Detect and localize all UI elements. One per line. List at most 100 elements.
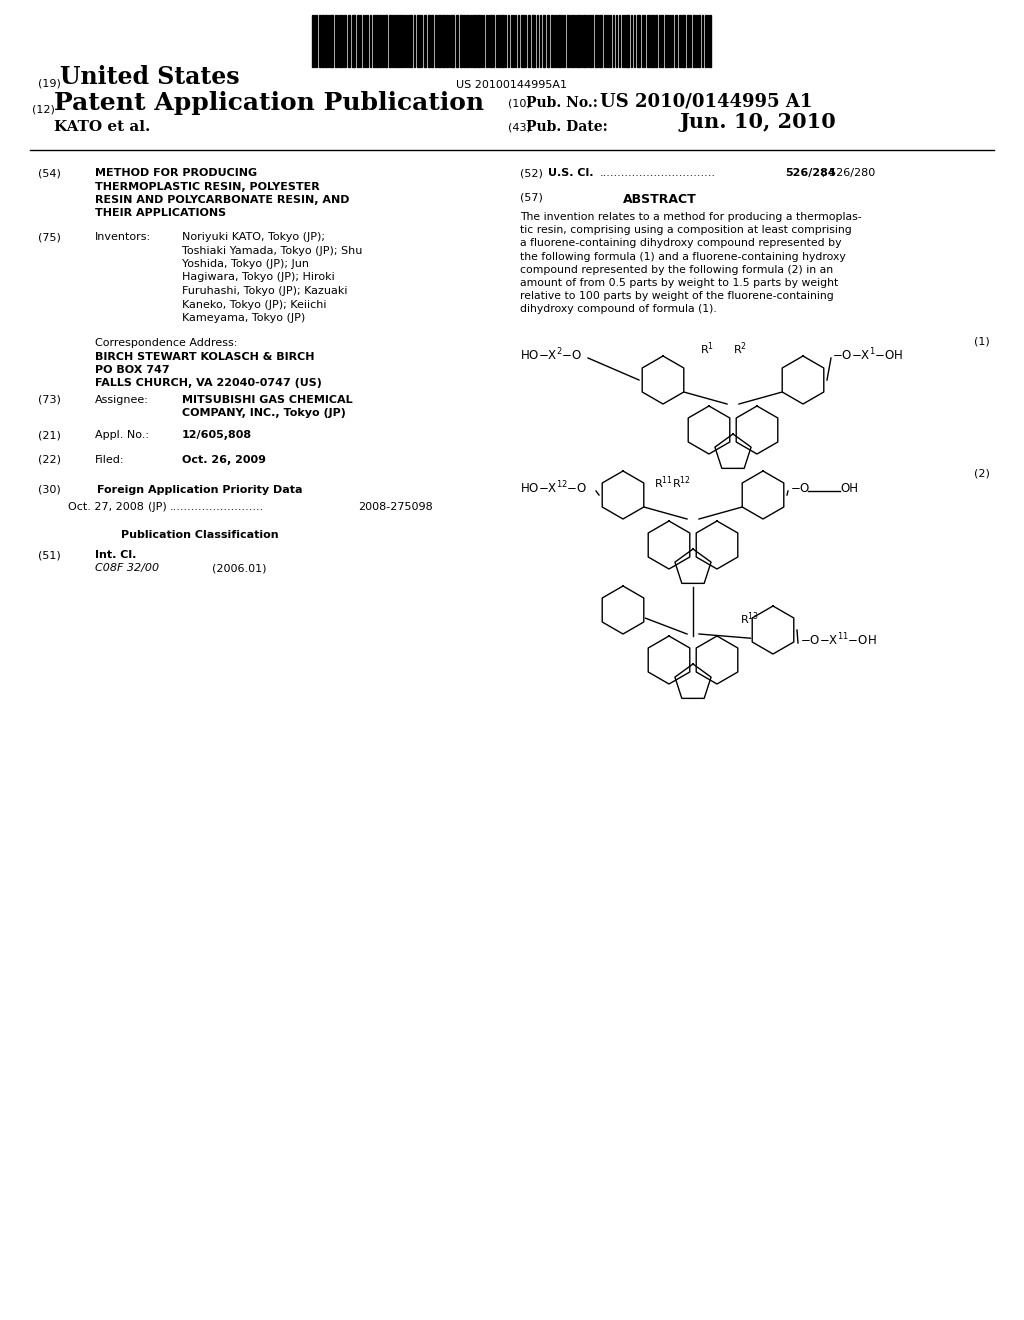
Bar	[558, 15, 561, 67]
Bar	[431, 15, 433, 67]
Text: 2008-275098: 2008-275098	[358, 502, 433, 512]
Bar	[528, 15, 530, 67]
Text: PO BOX 747: PO BOX 747	[95, 366, 170, 375]
Text: Kameyama, Tokyo (JP): Kameyama, Tokyo (JP)	[182, 313, 305, 323]
Text: R$^{13}$: R$^{13}$	[740, 610, 759, 627]
Text: Furuhashi, Tokyo (JP); Kazuaki: Furuhashi, Tokyo (JP); Kazuaki	[182, 286, 347, 296]
Bar	[477, 15, 480, 67]
Text: $-$O$-$X$^1$$-$OH: $-$O$-$X$^1$$-$OH	[831, 347, 903, 363]
Bar	[348, 15, 350, 67]
Text: RESIN AND POLYCARBONATE RESIN, AND: RESIN AND POLYCARBONATE RESIN, AND	[95, 195, 349, 205]
Bar	[325, 15, 327, 67]
Bar	[599, 15, 602, 67]
Text: R$^1$: R$^1$	[700, 341, 714, 356]
Text: Oct. 26, 2009: Oct. 26, 2009	[182, 455, 266, 465]
Bar	[687, 15, 689, 67]
Text: ; 526/280: ; 526/280	[822, 168, 876, 178]
Text: tic resin, comprising using a composition at least comprising: tic resin, comprising using a compositio…	[520, 226, 852, 235]
Text: Noriyuki KATO, Tokyo (JP);: Noriyuki KATO, Tokyo (JP);	[182, 232, 325, 242]
Bar	[567, 15, 569, 67]
Text: Int. Cl.: Int. Cl.	[95, 550, 136, 560]
Text: KATO et al.: KATO et al.	[54, 120, 151, 135]
Text: Patent Application Publication: Patent Application Publication	[54, 91, 484, 115]
Text: C08F 32/00: C08F 32/00	[95, 564, 159, 573]
Text: compound represented by the following formula (2) in an: compound represented by the following fo…	[520, 265, 834, 275]
Text: FALLS CHURCH, VA 22040-0747 (US): FALLS CHURCH, VA 22040-0747 (US)	[95, 379, 322, 388]
Bar	[589, 15, 591, 67]
Bar	[698, 15, 700, 67]
Bar	[626, 15, 629, 67]
Text: BIRCH STEWART KOLASCH & BIRCH: BIRCH STEWART KOLASCH & BIRCH	[95, 351, 314, 362]
Text: Assignee:: Assignee:	[95, 395, 148, 405]
Text: R$^{11}$R$^{12}$: R$^{11}$R$^{12}$	[654, 474, 691, 491]
Bar	[595, 15, 598, 67]
Bar	[679, 15, 681, 67]
Text: MITSUBISHI GAS CHEMICAL: MITSUBISHI GAS CHEMICAL	[182, 395, 352, 405]
Text: U.S. Cl.: U.S. Cl.	[548, 168, 594, 178]
Bar	[352, 15, 355, 67]
Text: (2): (2)	[974, 469, 990, 478]
Bar	[397, 15, 399, 67]
Bar	[409, 15, 412, 67]
Text: United States: United States	[60, 65, 240, 88]
Text: METHOD FOR PRODUCING: METHOD FOR PRODUCING	[95, 168, 257, 178]
Bar	[456, 15, 458, 67]
Text: Inventors:: Inventors:	[95, 232, 152, 242]
Bar	[662, 15, 663, 67]
Text: ................................: ................................	[600, 168, 716, 178]
Bar	[532, 15, 535, 67]
Bar	[583, 15, 586, 67]
Text: R$^2$: R$^2$	[733, 341, 746, 356]
Bar	[651, 15, 654, 67]
Text: ABSTRACT: ABSTRACT	[624, 193, 697, 206]
Bar	[501, 15, 504, 67]
Text: a fluorene-containing dihydroxy compound represented by: a fluorene-containing dihydroxy compound…	[520, 239, 842, 248]
Text: (1): (1)	[974, 337, 990, 346]
Bar	[665, 15, 668, 67]
Text: (21): (21)	[38, 430, 60, 440]
Text: ..........................: ..........................	[170, 502, 264, 512]
Bar	[682, 15, 685, 67]
Bar	[357, 15, 359, 67]
Text: $-$O$-$X$^{11}$$-$OH: $-$O$-$X$^{11}$$-$OH	[800, 632, 877, 648]
Bar	[693, 15, 695, 67]
Bar	[669, 15, 671, 67]
Bar	[428, 15, 430, 67]
Text: 12/605,808: 12/605,808	[182, 430, 252, 440]
Bar	[335, 15, 337, 67]
Text: (51): (51)	[38, 550, 60, 560]
Bar	[424, 15, 426, 67]
Text: Kaneko, Tokyo (JP); Keiichi: Kaneko, Tokyo (JP); Keiichi	[182, 300, 327, 309]
Text: amount of from 0.5 parts by weight to 1.5 parts by weight: amount of from 0.5 parts by weight to 1.…	[520, 279, 839, 288]
Text: (22): (22)	[38, 455, 61, 465]
Text: Correspondence Address:: Correspondence Address:	[95, 338, 238, 348]
Bar	[417, 15, 420, 67]
Bar	[498, 15, 500, 67]
Text: (10): (10)	[508, 99, 530, 110]
Bar	[451, 15, 454, 67]
Text: US 2010/0144995 A1: US 2010/0144995 A1	[600, 92, 812, 111]
Bar	[543, 15, 545, 67]
Text: Oct. 27, 2008: Oct. 27, 2008	[68, 502, 144, 512]
Text: HO$-$X$^2$$-$O: HO$-$X$^2$$-$O	[520, 347, 583, 363]
Text: THEIR APPLICATIONS: THEIR APPLICATIONS	[95, 209, 226, 219]
Text: Pub. Date:: Pub. Date:	[526, 120, 608, 135]
Text: (75): (75)	[38, 232, 60, 242]
Text: relative to 100 parts by weight of the fluorene-containing: relative to 100 parts by weight of the f…	[520, 292, 834, 301]
Bar	[373, 15, 375, 67]
Bar	[400, 15, 402, 67]
Bar	[490, 15, 492, 67]
Bar	[394, 15, 396, 67]
Bar	[379, 15, 381, 67]
Text: Filed:: Filed:	[95, 455, 125, 465]
Bar	[655, 15, 657, 67]
Text: OH: OH	[840, 482, 858, 495]
Bar	[385, 15, 387, 67]
Bar	[709, 15, 711, 67]
Text: The invention relates to a method for producing a thermoplas-: The invention relates to a method for pr…	[520, 213, 861, 222]
Bar	[382, 15, 384, 67]
Text: (JP): (JP)	[148, 502, 167, 512]
Text: Yoshida, Tokyo (JP); Jun: Yoshida, Tokyo (JP); Jun	[182, 259, 309, 269]
Text: (54): (54)	[38, 168, 60, 178]
Text: $-$O: $-$O	[790, 482, 810, 495]
